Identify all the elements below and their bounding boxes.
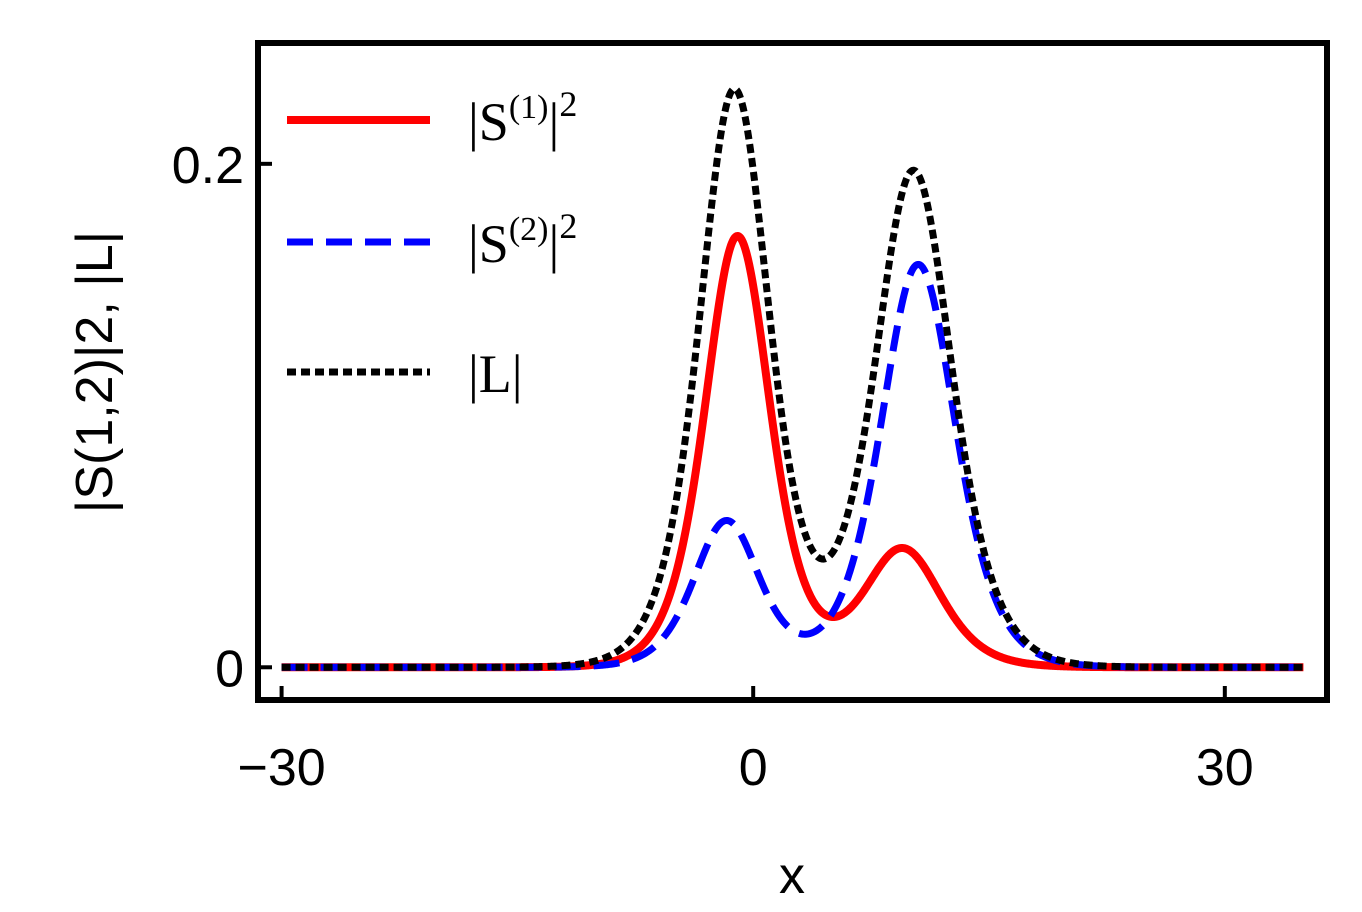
- plot-frame: [255, 40, 1330, 703]
- y-tick-label: 0: [215, 640, 244, 698]
- y-tick-label: 0.2: [172, 137, 244, 195]
- legend-label: |S: [468, 214, 509, 274]
- legend: |S(1)|2|S(2)|2|L|: [287, 84, 577, 404]
- legend-superscript: (1): [509, 89, 549, 126]
- x-tick-label: −30: [237, 739, 325, 797]
- series-line-1: [278, 232, 1307, 672]
- legend-entry-3: |L|: [468, 344, 523, 404]
- legend-entry-1: |S(1)|2: [468, 84, 577, 152]
- x-tick-label: 30: [1196, 739, 1254, 797]
- legend-tail: |: [549, 214, 560, 274]
- series-line-3: [278, 85, 1307, 671]
- x-axis: −30 0 30: [237, 686, 1254, 797]
- legend-power: 2: [559, 84, 577, 124]
- axis-titles: x |S(1,2)|2, |L|: [66, 231, 805, 905]
- y-axis: 00.2: [172, 137, 272, 698]
- legend-entry-2: |S(2)|2: [468, 206, 577, 274]
- legend-tail: |: [549, 92, 560, 152]
- y-axis-title: |S(1,2)|2, |L|: [66, 231, 124, 513]
- legend-superscript: (2): [509, 211, 549, 248]
- legend-power: 2: [559, 206, 577, 246]
- x-axis-title: x: [779, 847, 805, 905]
- series-layer: [278, 85, 1307, 672]
- plot-area: [255, 40, 1330, 703]
- legend-label: |S: [468, 92, 509, 152]
- legend-label: |L|: [468, 344, 523, 404]
- x-tick-label: 0: [739, 739, 768, 797]
